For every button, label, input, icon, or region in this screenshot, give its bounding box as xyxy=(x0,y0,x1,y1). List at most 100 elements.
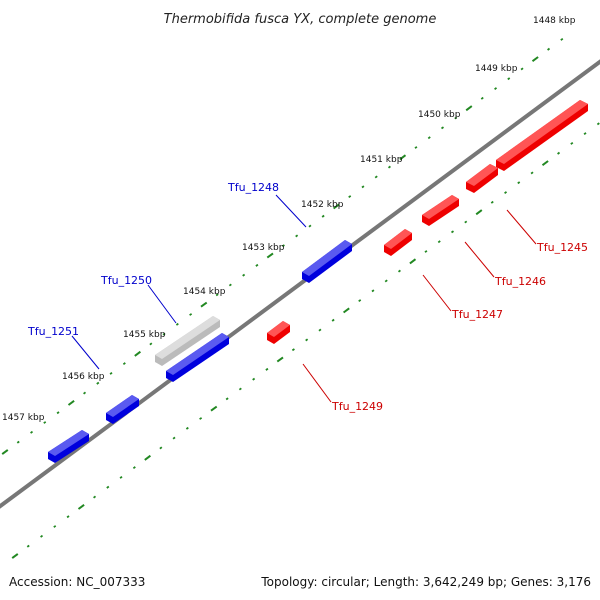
tick-label-1451: 1451 kbp xyxy=(360,155,403,165)
leader-Tfu_1246 xyxy=(464,241,495,278)
label-Tfu_1245[interactable]: Tfu_1245 xyxy=(536,241,588,254)
inner-tick xyxy=(541,160,549,166)
outer-tick xyxy=(399,154,407,161)
label-Tfu_1248[interactable]: Tfu_1248 xyxy=(227,181,279,194)
outer-tick xyxy=(228,283,232,287)
inner-tick xyxy=(199,417,203,420)
inner-tick xyxy=(185,426,189,430)
outer-tick xyxy=(374,175,378,179)
outer-tick xyxy=(440,126,445,130)
outer-tick xyxy=(480,96,484,100)
gene-fwd-small-2[interactable] xyxy=(48,430,89,463)
gene-Tfu_1251-a[interactable] xyxy=(166,333,229,382)
inner-tick xyxy=(358,299,362,303)
outer-tick xyxy=(494,87,498,91)
leader-Tfu_1249 xyxy=(302,363,332,403)
inner-tick xyxy=(475,209,483,216)
tick-label-1449: 1449 kbp xyxy=(475,64,518,74)
outer-tick xyxy=(134,350,141,357)
outer-tick xyxy=(348,195,352,199)
leader-Tfu_1248 xyxy=(275,194,307,228)
label-Tfu_1250[interactable]: Tfu_1250 xyxy=(100,274,152,287)
outer-tick xyxy=(281,244,285,248)
label-Tfu_1249[interactable]: Tfu_1249 xyxy=(331,400,383,413)
label-Tfu_1251[interactable]: Tfu_1251 xyxy=(27,325,79,338)
inner-tick xyxy=(291,348,295,352)
inner-tick xyxy=(106,485,110,489)
outer-tick xyxy=(295,234,299,238)
inner-tick xyxy=(384,279,388,283)
inner-tick xyxy=(331,318,335,322)
leader-lines xyxy=(71,194,537,403)
leader-Tfu_1251 xyxy=(71,335,100,370)
inner-tick xyxy=(40,534,44,538)
inner-tick xyxy=(517,181,521,185)
outer-tick xyxy=(96,381,100,385)
outer-tick xyxy=(361,185,365,189)
gene-Tfu_1250[interactable] xyxy=(155,316,220,366)
gene-Tfu_1246[interactable] xyxy=(422,195,459,226)
outer-tick xyxy=(1,449,9,455)
inner-tick xyxy=(530,171,534,175)
inner-tick xyxy=(490,200,494,204)
inner-tick xyxy=(464,220,468,224)
forward-genes xyxy=(48,240,352,463)
inner-tick xyxy=(424,250,428,253)
outer-tick xyxy=(308,224,312,228)
inner-tick xyxy=(450,230,455,234)
inner-tick xyxy=(276,356,284,363)
inner-tick xyxy=(238,387,242,391)
outer-tick xyxy=(43,421,47,424)
inner-tick xyxy=(583,132,587,136)
map-title: Thermobifida fusca YX, complete genome xyxy=(164,12,437,27)
inner-tick xyxy=(11,553,19,559)
tick-label-1453: 1453 kbp xyxy=(242,243,285,253)
outer-tick xyxy=(149,342,153,346)
inner-tick xyxy=(409,258,417,265)
outer-tick xyxy=(122,362,126,366)
inner-tick xyxy=(343,307,350,314)
gene-Tfu_1249[interactable] xyxy=(267,321,290,344)
inner-tick xyxy=(210,405,218,412)
leader-Tfu_1247 xyxy=(422,274,452,312)
gene-Tfu_1245b[interactable] xyxy=(466,164,498,193)
tick-label-1448: 1448 kbp xyxy=(533,16,576,26)
outer-tick xyxy=(387,165,391,169)
label-Tfu_1247[interactable]: Tfu_1247 xyxy=(451,308,503,321)
outer-tick xyxy=(333,203,340,210)
outer-tick xyxy=(266,252,274,259)
gene-fwd-small-1[interactable] xyxy=(106,395,139,424)
inner-tick xyxy=(504,191,508,195)
gene-Tfu_1247[interactable] xyxy=(384,229,412,256)
gene-Tfu_1245[interactable] xyxy=(496,100,588,171)
gene-Tfu_1248[interactable] xyxy=(302,240,352,283)
outer-tick xyxy=(507,77,511,81)
tick-label-1452: 1452 kbp xyxy=(301,200,344,210)
outer-tick xyxy=(531,56,539,62)
inner-tick xyxy=(26,544,30,548)
tick-labels: 1448 kbp 1449 kbp 1450 kbp 1451 kbp 1452… xyxy=(2,16,576,423)
outer-tick xyxy=(67,399,75,406)
inner-tick xyxy=(144,454,151,461)
inner-tick xyxy=(93,495,97,499)
inner-tick xyxy=(318,328,322,332)
outer-tick xyxy=(560,37,564,41)
inner-tick xyxy=(172,436,176,440)
label-Tfu_1246[interactable]: Tfu_1246 xyxy=(494,275,546,288)
outer-tick xyxy=(454,116,458,120)
inner-tick xyxy=(371,289,375,293)
outer-tick xyxy=(30,430,34,434)
outer-tick-track xyxy=(1,37,564,455)
outer-tick xyxy=(215,293,219,297)
tick-label-1450: 1450 kbp xyxy=(418,110,461,120)
outer-tick xyxy=(200,301,208,308)
genome-backbone xyxy=(0,59,600,509)
inner-tick xyxy=(570,141,574,145)
outer-tick xyxy=(56,411,60,415)
tick-label-1456: 1456 kbp xyxy=(62,372,105,382)
outer-tick xyxy=(547,47,551,51)
outer-tick xyxy=(83,391,87,395)
tick-label-1454: 1454 kbp xyxy=(183,287,226,297)
outer-tick xyxy=(16,440,20,444)
